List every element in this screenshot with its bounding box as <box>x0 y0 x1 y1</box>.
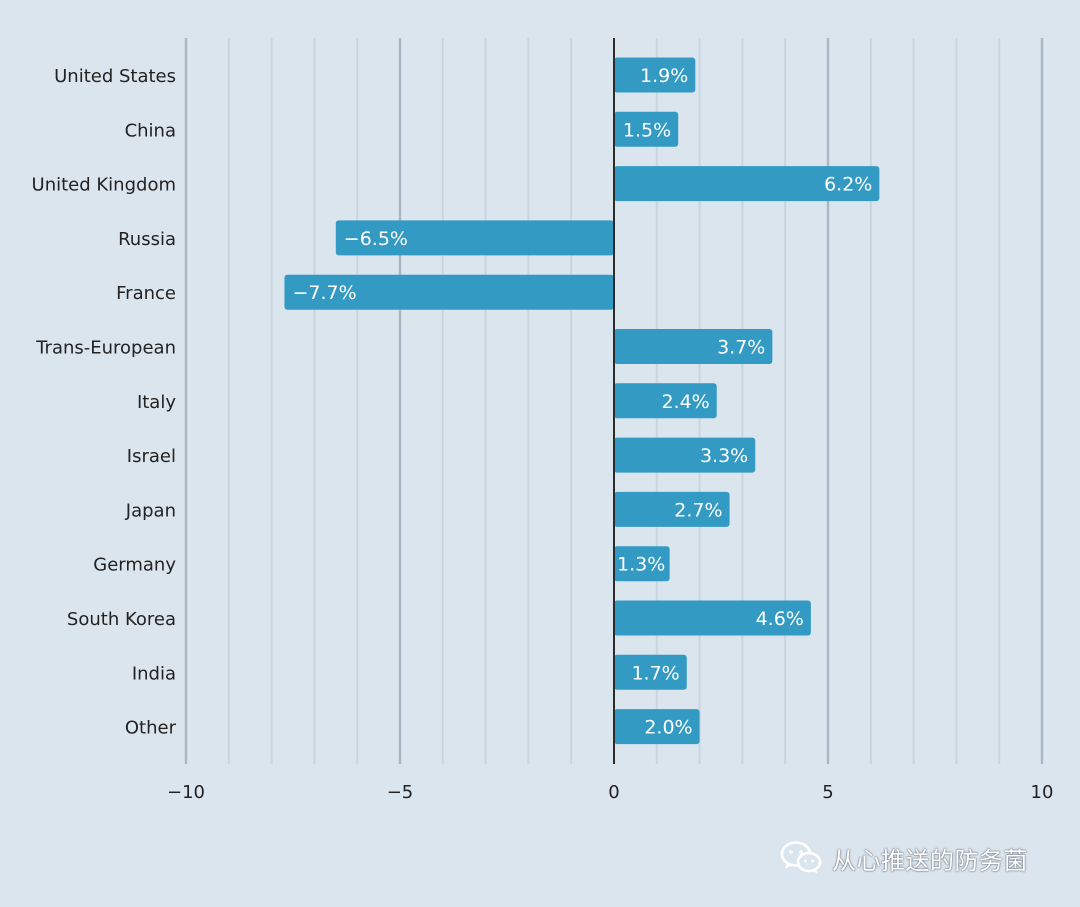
x-tick-label: −10 <box>167 782 205 803</box>
category-label: France <box>116 283 176 304</box>
bar <box>284 274 614 310</box>
bar-value-label: 1.3% <box>617 554 665 576</box>
bar-value-label: 4.6% <box>756 608 804 630</box>
category-label: Israel <box>127 446 176 467</box>
bar-value-label: 3.3% <box>700 445 748 467</box>
category-label: China <box>125 120 176 141</box>
bar-value-label: 1.9% <box>640 65 688 87</box>
category-label: United States <box>54 66 176 87</box>
category-label: Trans-European <box>35 338 176 359</box>
bar-value-label: −6.5% <box>344 228 408 250</box>
bar-value-label: 1.7% <box>631 662 679 684</box>
bar <box>614 383 717 419</box>
category-label: United Kingdom <box>32 175 176 196</box>
category-label: South Korea <box>67 609 176 630</box>
watermark: 从心推送的防务菌 <box>780 838 1028 878</box>
bar <box>614 709 700 745</box>
category-labels: United States China United Kingdom Russia Fr… <box>32 66 177 739</box>
bar <box>614 111 679 147</box>
bar <box>335 220 614 256</box>
bar-value-label: 2.4% <box>661 391 709 413</box>
x-tick-label: 5 <box>822 782 833 803</box>
bar-data-labels: 1.9% 1.5% 6.2% −6.5% −7.7% 3.7% 2.4% 3.3% 2.7% 1.… <box>292 65 872 739</box>
category-label: Italy <box>137 392 176 413</box>
bar <box>614 57 696 93</box>
bar-value-label: 3.7% <box>717 337 765 359</box>
category-label: Russia <box>118 229 176 250</box>
bar <box>614 546 670 582</box>
bar <box>614 437 756 473</box>
bar-value-label: 1.5% <box>623 119 671 141</box>
bar-value-label: 2.7% <box>674 499 722 521</box>
x-tick-labels: −10 −5 0 5 10 <box>167 782 1053 803</box>
bar-value-label: −7.7% <box>292 282 356 304</box>
category-label: Japan <box>125 500 176 521</box>
bar-value-label: 6.2% <box>824 174 872 196</box>
x-tick-label: 10 <box>1031 782 1054 803</box>
bar <box>614 329 773 364</box>
wechat-icon <box>780 841 822 874</box>
bar-value-label: 2.0% <box>644 717 692 739</box>
bars <box>284 57 880 745</box>
x-tick-label: −5 <box>387 782 414 803</box>
x-tick-label: 0 <box>608 782 619 803</box>
bar <box>614 654 687 690</box>
category-label: India <box>132 663 176 684</box>
bar <box>614 166 880 202</box>
category-label: Germany <box>93 555 176 576</box>
bar <box>614 491 730 527</box>
category-label: Other <box>125 718 177 739</box>
bar <box>614 600 811 636</box>
watermark-text: 从心推送的防务菌 <box>832 846 1028 875</box>
